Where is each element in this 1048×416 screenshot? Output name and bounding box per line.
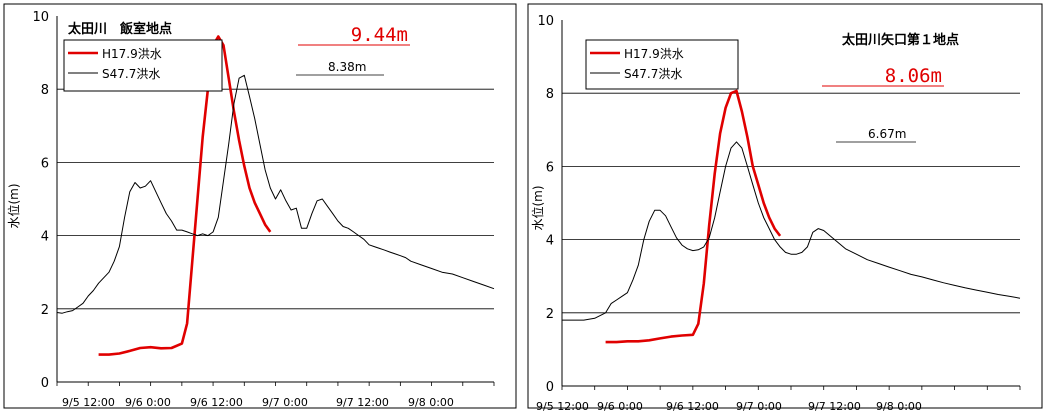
- x-tick-label: 9/7 12:00: [336, 396, 389, 409]
- chart-panel-yaguchi: 0 2 4 6 8 10 9/5 12:00 9/6 0:00 9/6 12:00 9/7 0:0…: [526, 0, 1048, 416]
- x-tick-label: 9/7 12:00: [808, 400, 861, 413]
- legend-label: H17.9洪水: [624, 47, 684, 61]
- peak-label-h17: 9.44m: [351, 24, 408, 46]
- y-tick-label: 8: [41, 83, 49, 98]
- y-tick-label: 2: [546, 307, 554, 322]
- legend-label: S47.7洪水: [624, 67, 682, 81]
- y-tick-label: 4: [41, 230, 49, 245]
- series-line-h17: [605, 89, 782, 344]
- peak-label-s47: 8.38m: [328, 60, 366, 74]
- chart-title: 太田川矢口第１地点: [841, 32, 959, 48]
- series-line-s47: [562, 141, 1021, 321]
- legend-label: H17.9洪水: [102, 47, 162, 61]
- chart-svg-iimuro: 0 2 4 6 8 10 9/5 12:00 9/6 0:00 9/6 12:00 9/7 0:0…: [3, 3, 517, 409]
- peak-label-s47: 6.67m: [868, 127, 906, 141]
- y-tick-label: 6: [546, 160, 554, 175]
- legend-box: [63, 39, 223, 92]
- y-axis-label: 水位(m): [530, 185, 545, 230]
- y-tick-label: 10: [537, 14, 554, 29]
- peak-label-h17: 8.06m: [885, 65, 942, 87]
- x-tick-label: 9/6 12:00: [190, 396, 243, 409]
- x-tick-label: 9/8 0:00: [408, 396, 454, 409]
- legend-label: S47.7洪水: [102, 67, 160, 81]
- x-tick-label: 9/7 0:00: [736, 400, 782, 413]
- series-line-h17: [98, 35, 272, 356]
- x-tick-label: 9/8 0:00: [876, 400, 922, 413]
- legend-box: [585, 39, 739, 90]
- x-tick-label: 9/7 0:00: [262, 396, 308, 409]
- series-line-s47: [56, 74, 495, 314]
- chart-title: 太田川 飯室地点: [67, 21, 172, 37]
- y-tick-label: 8: [546, 87, 554, 102]
- x-tick-label: 9/5 12:00: [62, 396, 115, 409]
- chart-svg-yaguchi: 0 2 4 6 8 10 9/5 12:00 9/6 0:00 9/6 12:00 9/7 0:0…: [527, 3, 1043, 413]
- y-tick-label: 2: [41, 303, 49, 318]
- y-axis-label: 水位(m): [6, 183, 21, 228]
- x-tick-label: 9/6 0:00: [125, 396, 171, 409]
- y-tick-label: 6: [41, 156, 49, 171]
- y-tick-label: 0: [41, 376, 49, 391]
- chart-panel-iimuro: 0 2 4 6 8 10 9/5 12:00 9/6 0:00 9/6 12:00 9/7 0:0…: [0, 0, 522, 416]
- y-tick-label: 10: [32, 10, 49, 25]
- chart-frame: [527, 3, 1043, 409]
- y-tick-label: 4: [546, 234, 554, 249]
- x-tick-label: 9/6 12:00: [666, 400, 719, 413]
- y-tick-label: 0: [546, 380, 554, 395]
- x-tick-label: 9/6 0:00: [597, 400, 643, 413]
- x-tick-label: 9/5 12:00: [536, 400, 589, 413]
